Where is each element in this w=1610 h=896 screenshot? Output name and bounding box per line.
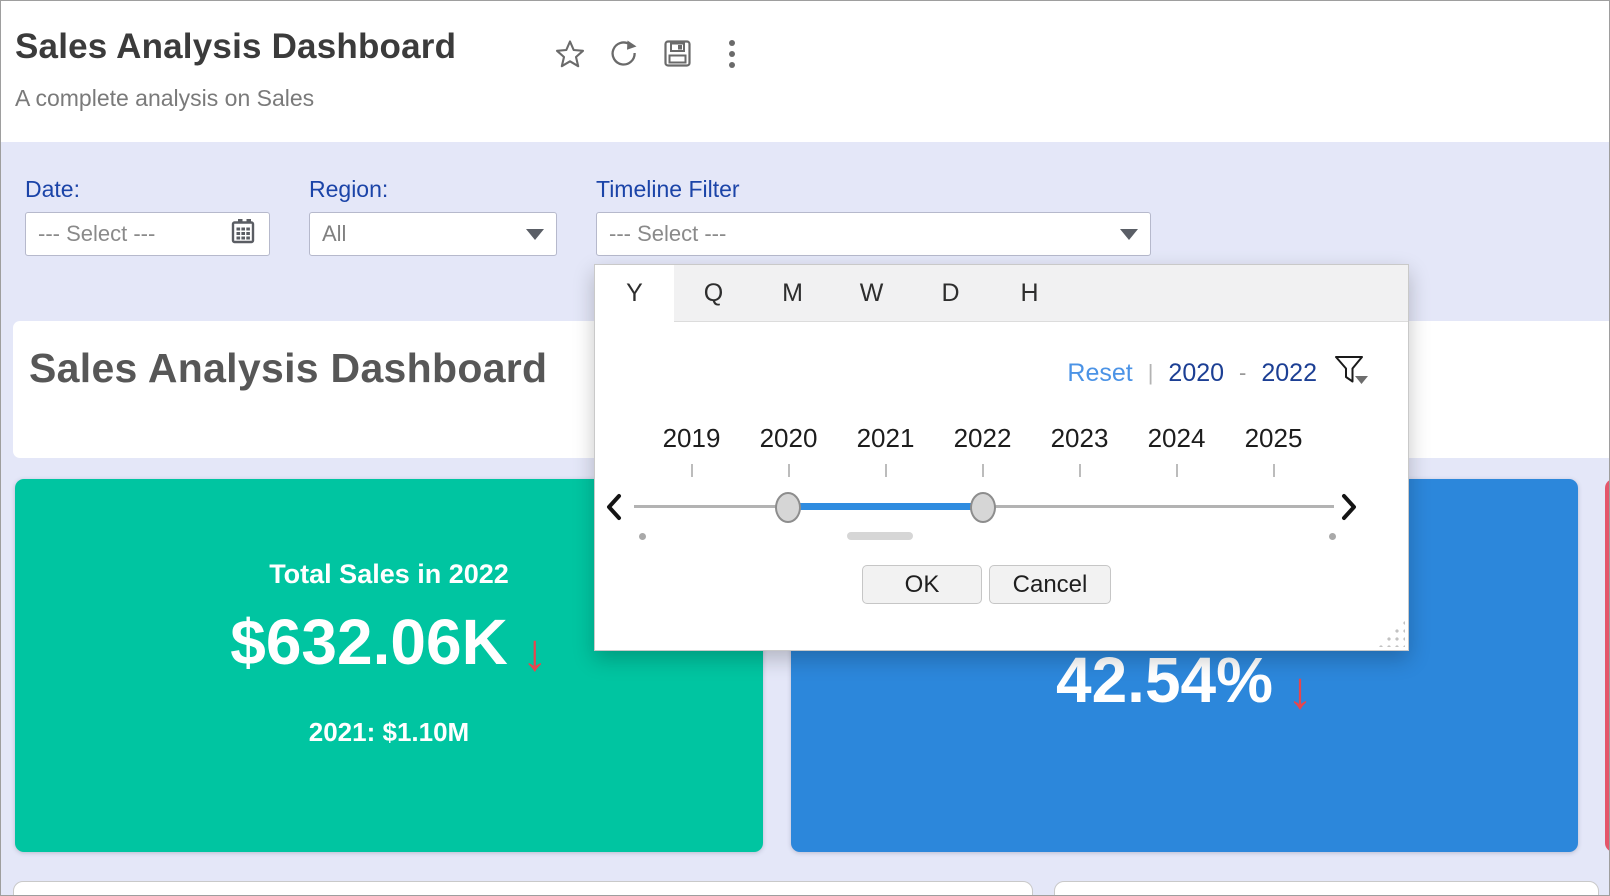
clipped-red-card-edge [1605, 479, 1609, 852]
chevron-down-icon [1120, 228, 1138, 240]
save-icon[interactable] [662, 38, 693, 69]
range-start-year: 2020 [1168, 358, 1225, 387]
range-end-dot [639, 533, 646, 540]
year-label-2024: 2024 [1147, 423, 1206, 453]
kpi-value: $632.06K [230, 606, 508, 678]
region-filter-value: All [322, 221, 347, 246]
range-end-year: 2022 [1261, 358, 1317, 387]
refresh-icon[interactable] [608, 38, 639, 69]
reset-link[interactable]: Reset [1067, 358, 1133, 387]
separator: | [1147, 360, 1154, 385]
cancel-button[interactable]: Cancel [989, 565, 1111, 604]
year-label-2022: 2022 [953, 423, 1012, 453]
slider-selected-range[interactable] [788, 503, 983, 510]
chevron-down-icon [526, 228, 544, 240]
timeline-filter-popup: Y Q M W D H Reset | 2020 - 2022 [594, 264, 1409, 651]
favorite-star-icon[interactable] [554, 38, 585, 69]
kpi-value: 42.54% [1055, 644, 1274, 716]
page-subtitle: A complete analysis on Sales [15, 85, 315, 111]
range-end-dot [1329, 533, 1336, 540]
bottom-widget-card [1054, 881, 1599, 895]
date-filter-value: --- Select --- [38, 221, 156, 246]
timeline-filter-value: --- Select --- [609, 221, 727, 246]
trend-down-arrow-icon: ↓ [1287, 662, 1314, 720]
tab-day[interactable]: D [941, 279, 960, 307]
slider-handle-start[interactable] [775, 492, 801, 523]
year-label-2019: 2019 [662, 423, 721, 453]
page-title: Sales Analysis Dashboard [15, 27, 457, 66]
header-bar: Sales Analysis Dashboard A complete anal… [1, 1, 1609, 142]
range-dash: - [1239, 360, 1247, 385]
year-scale-ticks [643, 464, 1322, 477]
tab-quarter[interactable]: Q [703, 279, 724, 307]
header-toolbar [554, 38, 747, 69]
year-label-2021: 2021 [856, 423, 915, 453]
slider-scroll-left-icon[interactable] [605, 493, 623, 521]
resize-grip-icon[interactable] [1377, 619, 1405, 647]
region-filter-label: Region: [309, 176, 389, 202]
region-filter-select[interactable]: All [309, 212, 557, 256]
trend-down-arrow-icon: ↓ [521, 624, 548, 682]
timeline-granularity-tabs: Y Q M W D H [595, 265, 1408, 322]
tab-week[interactable]: W [859, 279, 884, 307]
section-title: Sales Analysis Dashboard [29, 345, 548, 391]
tab-hour[interactable]: H [1020, 279, 1039, 307]
year-label-2020: 2020 [759, 423, 818, 453]
tab-month[interactable]: M [782, 279, 803, 307]
date-filter-input[interactable]: --- Select --- [25, 212, 270, 256]
tab-year[interactable]: Y [595, 265, 674, 322]
timeline-filter-select[interactable]: --- Select --- [596, 212, 1151, 256]
calendar-icon[interactable] [229, 217, 257, 251]
content-area: Date: --- Select --- Region: All Timelin… [1, 142, 1609, 895]
filter-funnel-icon[interactable] [1334, 354, 1370, 392]
year-label-2023: 2023 [1050, 423, 1109, 453]
kpi-title: Total Sales in 2022 [269, 559, 509, 589]
more-options-icon[interactable] [716, 38, 747, 69]
selected-range-row: Reset | 2020 - 2022 [1067, 354, 1370, 392]
timeline-filter-label: Timeline Filter [596, 176, 740, 202]
bottom-widget-card [13, 881, 1033, 895]
ok-button[interactable]: OK [862, 565, 982, 604]
slider-scroll-right-icon[interactable] [1340, 493, 1358, 521]
horizontal-scrollbar-thumb[interactable] [847, 532, 913, 540]
year-label-2025: 2025 [1244, 423, 1303, 453]
year-scale-labels: 2019 2020 2021 2022 2023 2024 2025 [643, 423, 1322, 454]
date-filter-label: Date: [25, 176, 80, 202]
kpi-comparison: 2021: $1.10M [308, 717, 470, 747]
slider-handle-end[interactable] [970, 492, 996, 523]
